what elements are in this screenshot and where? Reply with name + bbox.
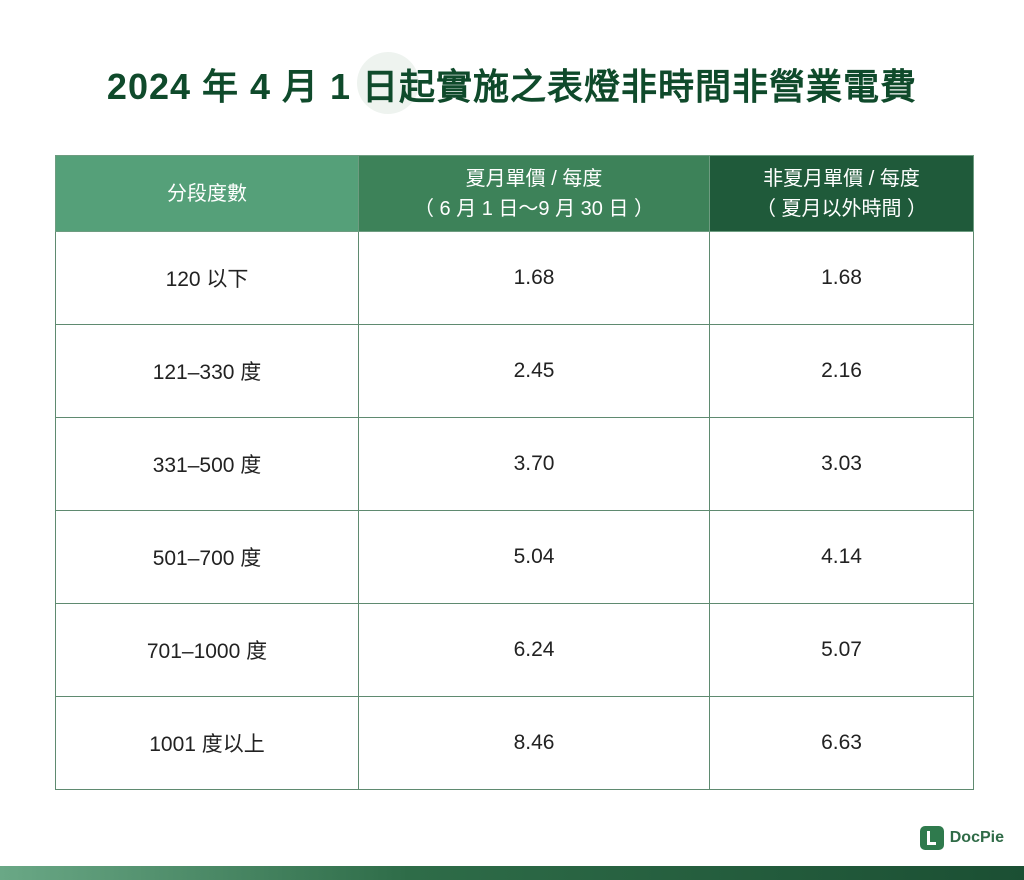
table-row: 331–500 度 3.70 3.03 [55, 417, 974, 511]
table-cell: 120 以下 [55, 231, 359, 325]
table-cell: 2.16 [709, 324, 974, 418]
table-row: 501–700 度 5.04 4.14 [55, 510, 974, 604]
table-cell: 3.03 [709, 417, 974, 511]
table-cell: 1.68 [358, 231, 710, 325]
table-cell: 121–330 度 [55, 324, 359, 418]
decoration [357, 52, 419, 114]
column-header: 非夏月單價 / 每度 （ 夏月以外時間 ） [709, 155, 974, 232]
table-cell: 5.07 [709, 603, 974, 697]
table-row: 120 以下 1.68 1.68 [55, 231, 974, 325]
rate-table: 分段度數 夏月單價 / 每度 （ 6 月 1 日～9 月 30 日 ） 非夏月單價 /… [55, 155, 974, 790]
header-line: 分段度數 [167, 182, 247, 205]
table-cell: 8.46 [358, 696, 710, 790]
logo-text: DocPie [949, 829, 1004, 846]
header-line: 夏月單價 / 每度 [465, 167, 603, 190]
logo: DocPie [919, 826, 1004, 850]
column-header: 分段度數 [55, 155, 359, 232]
header-line: （ 夏月以外時間 ） [755, 197, 928, 220]
table-cell: 6.24 [358, 603, 710, 697]
header-line: （ 6 月 1 日～9 月 30 日 ） [413, 197, 655, 220]
table-row: 121–330 度 2.45 2.16 [55, 324, 974, 418]
table-row: 701–1000 度 6.24 5.07 [55, 603, 974, 697]
logo-icon [919, 826, 944, 850]
page-title: 2024 年 4 月 1 日起實施之表燈非時間非營業電費 [106, 66, 918, 107]
table-cell: 501–700 度 [55, 510, 359, 604]
column-header: 夏月單價 / 每度 （ 6 月 1 日～9 月 30 日 ） [358, 155, 710, 232]
bottom-bar [0, 866, 1024, 880]
table-cell: 6.63 [709, 696, 974, 790]
header-row: 分段度數 夏月單價 / 每度 （ 6 月 1 日～9 月 30 日 ） 非夏月單價 /… [55, 155, 974, 232]
table-body: 120 以下 1.68 1.68 121–330 度 2.45 2.16 331–500 度… [55, 231, 974, 790]
table-cell: 4.14 [709, 510, 974, 604]
table-cell: 5.04 [358, 510, 710, 604]
table-cell: 331–500 度 [55, 417, 359, 511]
header-line: 非夏月單價 / 每度 [763, 167, 920, 190]
table-cell: 2.45 [358, 324, 710, 418]
table-cell: 3.70 [358, 417, 710, 511]
table-cell: 701–1000 度 [55, 603, 359, 697]
table-cell: 1001 度以上 [55, 696, 359, 790]
table-row: 1001 度以上 8.46 6.63 [55, 696, 974, 790]
table-cell: 1.68 [709, 231, 974, 325]
